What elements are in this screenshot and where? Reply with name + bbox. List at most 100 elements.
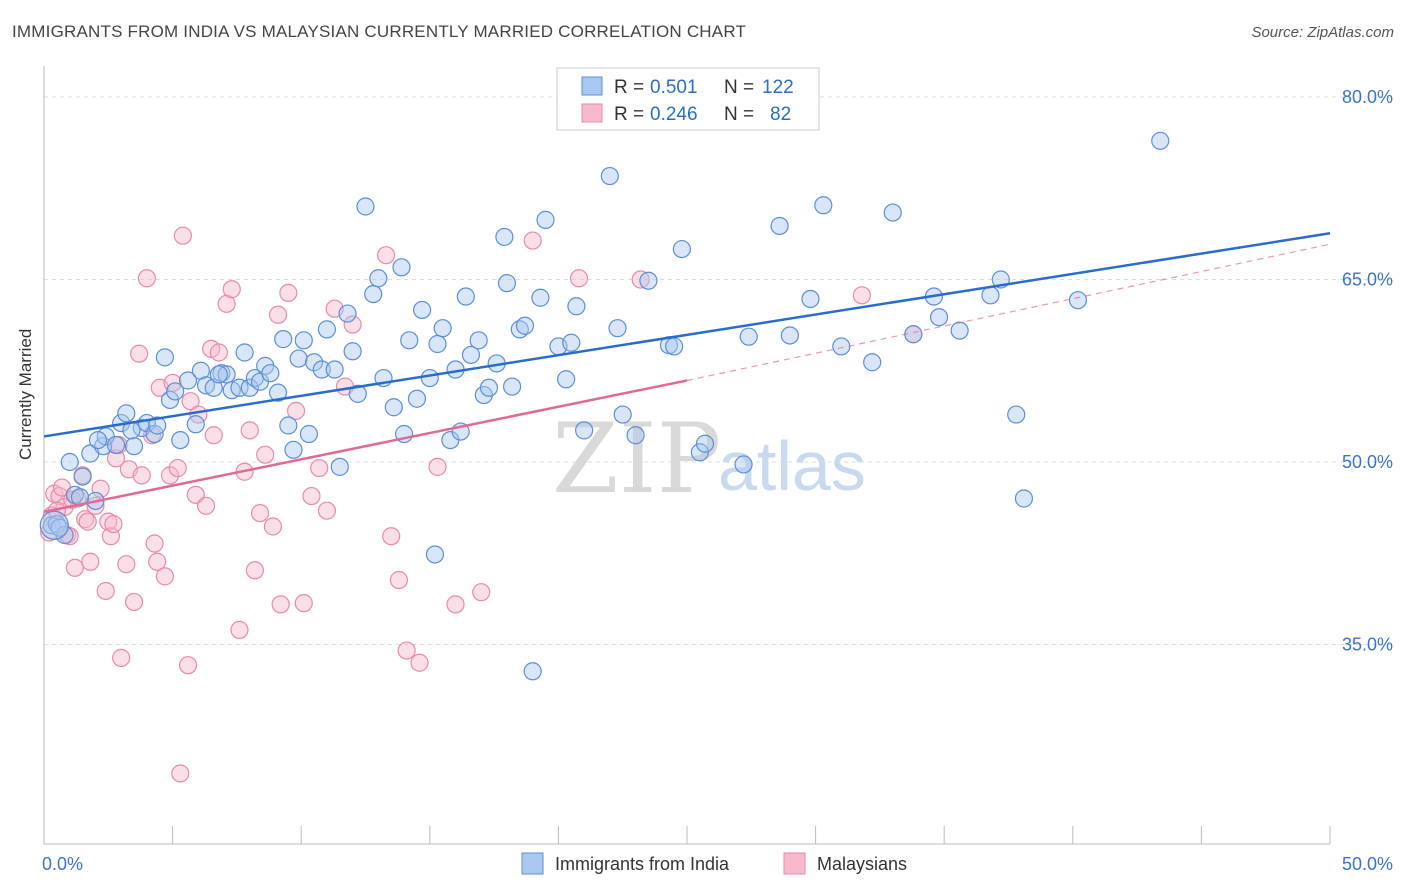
india-point (317, 320, 337, 339)
india-point (950, 321, 969, 340)
y-tick-label: 35.0% (1342, 635, 1393, 655)
india-point (832, 337, 851, 356)
india-point (531, 288, 550, 307)
malaysians-point (230, 620, 249, 640)
malaysians-point (168, 458, 187, 478)
malaysians-point (268, 305, 288, 324)
bottom-legend-label-india: Immigrants from India (555, 854, 730, 874)
india-point (690, 443, 709, 462)
india-points (39, 131, 1170, 681)
india-point (348, 384, 367, 403)
legend-swatch-malaysians (581, 103, 603, 123)
india-point (780, 326, 799, 345)
watermark: ZIP atlas (552, 403, 866, 515)
india-point (343, 342, 362, 361)
india-point (73, 467, 92, 486)
malaysians-point (96, 581, 115, 601)
india-point (268, 383, 288, 402)
malaysians-point (173, 226, 192, 245)
chart-title: IMMIGRANTS FROM INDIA VS MALAYSIAN CURRE… (12, 22, 747, 41)
x-tick-label-min: 0.0% (42, 854, 83, 874)
india-point (369, 269, 388, 288)
india-point (392, 258, 411, 277)
malaysians-point (204, 426, 223, 445)
india-point (1014, 489, 1034, 508)
legend-swatch-india (581, 76, 603, 96)
malaysians-point (302, 486, 321, 506)
india-point (613, 405, 632, 424)
india-point (155, 348, 174, 367)
india-point (289, 349, 308, 368)
india-point (567, 297, 586, 316)
india-point (425, 545, 445, 564)
india-point (608, 319, 627, 338)
malaysians-point (446, 595, 465, 614)
y-tick-labels: 35.0% 50.0% 65.0% 80.0% (1342, 87, 1393, 655)
malaysians-point (382, 527, 401, 546)
india-point (495, 227, 514, 247)
legend-n-value-india: 122 (762, 77, 794, 98)
india-point (304, 353, 324, 372)
india-point (124, 437, 144, 456)
india-point (883, 203, 902, 222)
india-point (356, 197, 375, 216)
malaysians-point (76, 510, 95, 529)
correlation-legend: R = 0.501 N = 122 R = 0.246 N = 82 (556, 67, 820, 131)
malaysians-point (472, 583, 491, 602)
india-point (770, 216, 789, 236)
legend-n-label-malaysians: N = (724, 104, 754, 125)
malaysians-point (78, 512, 97, 531)
india-point (204, 378, 223, 397)
india-point (557, 370, 576, 389)
india-point (186, 415, 205, 434)
bottom-legend-swatch-india (521, 852, 544, 875)
india-point-cluster (39, 510, 69, 540)
x-tick-label-max: 50.0% (1342, 854, 1393, 874)
india-point (117, 404, 136, 423)
india-point (734, 455, 753, 474)
malaysians-point (428, 457, 447, 476)
malaysians-point (137, 269, 156, 288)
india-point (665, 337, 684, 356)
legend-r-label-india: R = (614, 77, 644, 98)
malaysians-point (256, 445, 275, 464)
malaysians-point (65, 558, 84, 577)
india-point (209, 365, 228, 384)
legend-n-value-malaysians: 82 (770, 104, 791, 125)
malaysians-point (178, 656, 198, 675)
legend-r-value-malaysians: 0.246 (650, 104, 698, 125)
malaysians-point (160, 466, 180, 485)
malaysians-point (523, 231, 542, 250)
legend-r-value-india: 0.501 (650, 77, 698, 98)
malaysians-point (112, 648, 131, 667)
legend-r-label-malaysians: R = (614, 104, 644, 125)
india-point (863, 353, 882, 372)
malaysians-point (294, 594, 313, 613)
india-point (639, 271, 658, 290)
malaysians-point (117, 555, 136, 574)
watermark-atlas: atlas (718, 427, 866, 505)
india-point (384, 398, 403, 417)
malaysians-point (81, 552, 100, 571)
india-point (600, 166, 619, 186)
india-point (60, 452, 79, 472)
malaysians-point (852, 286, 871, 305)
india-point (412, 300, 432, 320)
malaysians-point (569, 269, 589, 288)
axes (43, 66, 1331, 845)
malaysians-point (389, 570, 409, 590)
india-point (515, 316, 535, 335)
india-trendline (43, 232, 1331, 438)
india-point (261, 364, 280, 383)
malaysians-point (106, 449, 126, 468)
india-point (407, 389, 427, 408)
malaysians-point (397, 641, 416, 660)
india-point (338, 304, 357, 323)
india-point (1068, 291, 1088, 310)
malaysians-point (145, 534, 164, 553)
india-point (160, 390, 180, 410)
watermark-zip: ZIP (552, 403, 721, 515)
y-tick-label: 65.0% (1342, 270, 1393, 290)
malaysians-trendline (43, 379, 688, 514)
india-point (148, 416, 167, 435)
